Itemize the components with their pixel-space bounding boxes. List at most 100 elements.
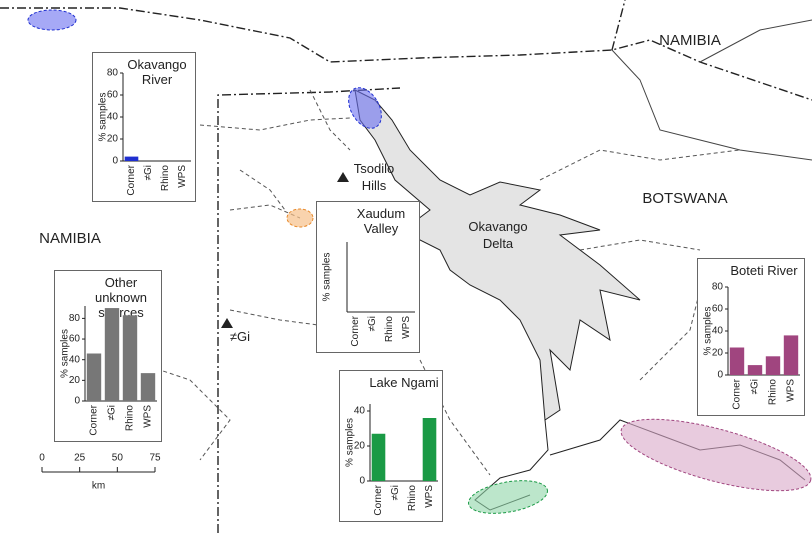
river: [199, 117, 351, 131]
site-marker: [221, 318, 233, 328]
x-tick-label: Corner: [126, 164, 137, 195]
x-tick-label: Corner: [350, 315, 361, 346]
chart: % samples 0 20 40 60 80 Corner ≠Gi Rhino WPS: [98, 68, 191, 196]
x-tick-label: WPS: [143, 405, 154, 428]
x-tick-label: ≠Gi: [143, 165, 154, 181]
y-axis-label: % samples: [98, 93, 109, 142]
x-tick-label: Rhino: [384, 316, 395, 343]
y-tick-label: 40: [354, 406, 366, 417]
y-axis-label: % samples: [345, 418, 356, 467]
bar: [371, 433, 386, 481]
y-tick-label: 0: [717, 370, 723, 381]
inset-chart: Okavango River % samples 0 20 40 60 80 Corner ≠G…: [92, 52, 196, 202]
river: [229, 309, 319, 326]
source-area: [620, 418, 812, 492]
chart-title: Boteti River: [730, 263, 798, 278]
place-label: Okavango Delta: [468, 219, 528, 251]
x-tick-label: ≠Gi: [390, 485, 401, 501]
y-tick-label: 40: [712, 326, 724, 337]
country-label: BOTSWANA: [642, 190, 728, 207]
river: [539, 149, 741, 181]
x-tick-label: WPS: [424, 485, 435, 508]
bar: [122, 315, 138, 401]
y-tick-label: 60: [69, 334, 81, 345]
x-tick-label: Rhino: [407, 485, 418, 512]
bar: [140, 373, 156, 401]
country-label: NAMIBIA: [659, 32, 721, 49]
chart-title: Okavango River: [127, 57, 187, 87]
x-tick-label: Corner: [373, 484, 384, 515]
y-tick-label: 80: [712, 282, 724, 293]
y-tick-label: 20: [354, 441, 366, 452]
x-tick-label: WPS: [401, 316, 412, 339]
y-tick-label: 20: [69, 375, 81, 386]
y-axis-label: % samples: [60, 329, 71, 378]
bar: [729, 347, 745, 375]
y-tick-label: 60: [107, 90, 119, 101]
y-tick-label: 20: [107, 134, 119, 145]
chart-title: Lake Ngami: [369, 375, 439, 390]
x-tick-label: WPS: [786, 379, 797, 402]
bar: [422, 418, 437, 481]
source-area: [27, 9, 77, 31]
bar: [783, 335, 799, 375]
scale-label: 25: [74, 453, 86, 464]
bar: [124, 156, 139, 161]
scale-label: 50: [112, 453, 124, 464]
x-tick-label: ≠Gi: [107, 405, 118, 421]
place-label: Tsodilo Hills: [353, 161, 395, 193]
y-axis-label: % samples: [322, 253, 333, 302]
river: [639, 289, 701, 381]
x-tick-label: Rhino: [125, 405, 136, 432]
scale-label: 75: [149, 453, 161, 464]
river: [309, 89, 351, 151]
border: [611, 49, 812, 161]
scale-bar: 0 25 50 75 km: [39, 453, 161, 492]
x-tick-label: Rhino: [768, 379, 779, 406]
y-tick-label: 80: [107, 68, 119, 79]
y-tick-label: 80: [69, 313, 81, 324]
y-tick-label: 40: [69, 354, 81, 365]
place-label: ≠Gi: [229, 329, 251, 344]
x-tick-label: Corner: [89, 404, 100, 435]
x-tick-label: ≠Gi: [367, 316, 378, 332]
y-tick-label: 0: [359, 476, 365, 487]
bar: [104, 308, 120, 401]
y-tick-label: 20: [712, 348, 724, 359]
country-label: NAMIBIA: [39, 230, 101, 247]
river: [579, 239, 701, 251]
y-tick-label: 0: [74, 396, 80, 407]
y-axis-label: % samples: [703, 307, 714, 356]
y-tick-label: 0: [112, 156, 118, 167]
bar: [747, 365, 763, 375]
x-tick-label: Rhino: [160, 165, 171, 192]
x-tick-label: Corner: [732, 378, 743, 409]
scale-unit: km: [92, 481, 105, 492]
x-tick-label: ≠Gi: [750, 379, 761, 395]
inset-chart: Other unknown sources% samples 0 20 40 60 80 C…: [54, 270, 162, 442]
source-area: [286, 208, 314, 228]
border: [699, 19, 812, 63]
inset-chart: Lake Ngami % samples 0 20 40 Corner ≠Gi Rhino WP…: [339, 370, 443, 522]
river: [239, 169, 286, 211]
chart: % samples 0 20 40 60 80 Corner ≠Gi Rhino WPS: [60, 306, 157, 436]
inset-chart: Xaudum Valley % samples Corner ≠Gi Rhino WPS: [316, 201, 420, 353]
y-tick-label: 60: [712, 304, 724, 315]
chart-title: Xaudum Valley: [356, 206, 406, 236]
source-area: [348, 87, 382, 129]
border: [611, 0, 626, 51]
bar: [86, 353, 102, 401]
bar: [765, 356, 781, 375]
chart: % samples 0 20 40 60 80 Corner ≠Gi Rhino WPS: [703, 282, 800, 410]
y-tick-label: 40: [107, 112, 119, 123]
border: [0, 7, 812, 101]
chart: % samples Corner ≠Gi Rhino WPS: [322, 242, 415, 347]
source-area: [468, 480, 548, 514]
inset-chart: Boteti River % samples 0 20 40 60 80 Corner ≠Gi R…: [697, 258, 805, 416]
scale-label: 0: [39, 453, 45, 464]
site-marker: [337, 172, 349, 182]
x-tick-label: WPS: [177, 165, 188, 188]
